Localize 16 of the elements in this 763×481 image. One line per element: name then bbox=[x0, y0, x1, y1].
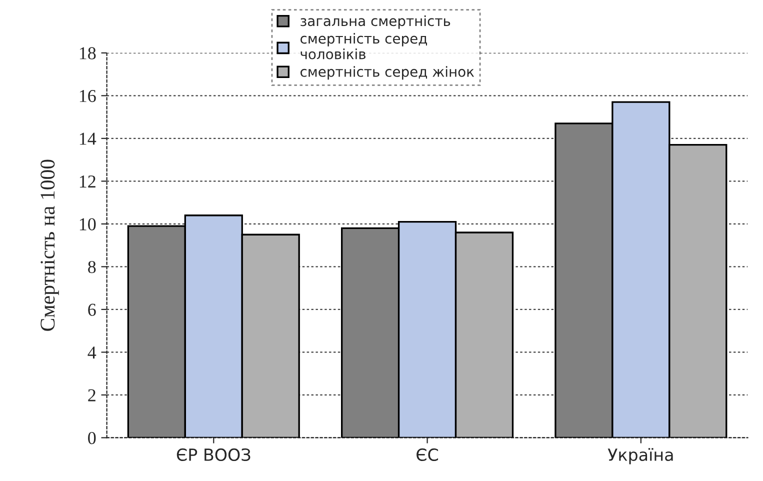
y-tick-label: 8 bbox=[88, 260, 96, 274]
x-tick-label: ЄС bbox=[416, 448, 438, 462]
x-tick-label: ЄР ВООЗ bbox=[176, 448, 250, 462]
y-tick-label: 2 bbox=[88, 389, 96, 402]
y-tick-label: 18 bbox=[80, 47, 96, 60]
y-tick-label: 6 bbox=[88, 304, 96, 316]
y-axis-title: Смертність на 1000 bbox=[40, 160, 59, 331]
y-tick-label: 12 bbox=[80, 175, 96, 188]
x-tick-label: Україна bbox=[608, 448, 673, 464]
y-tick-label: 14 bbox=[80, 132, 96, 145]
legend-label: загальна смертність bbox=[300, 15, 450, 29]
y-tick-label: 0 bbox=[88, 432, 96, 444]
y-tick-label: 16 bbox=[80, 90, 96, 102]
y-tick-label: 10 bbox=[80, 218, 96, 230]
y-tick-label: 4 bbox=[88, 346, 96, 358]
legend-label: смертність серед жінок bbox=[300, 66, 474, 80]
